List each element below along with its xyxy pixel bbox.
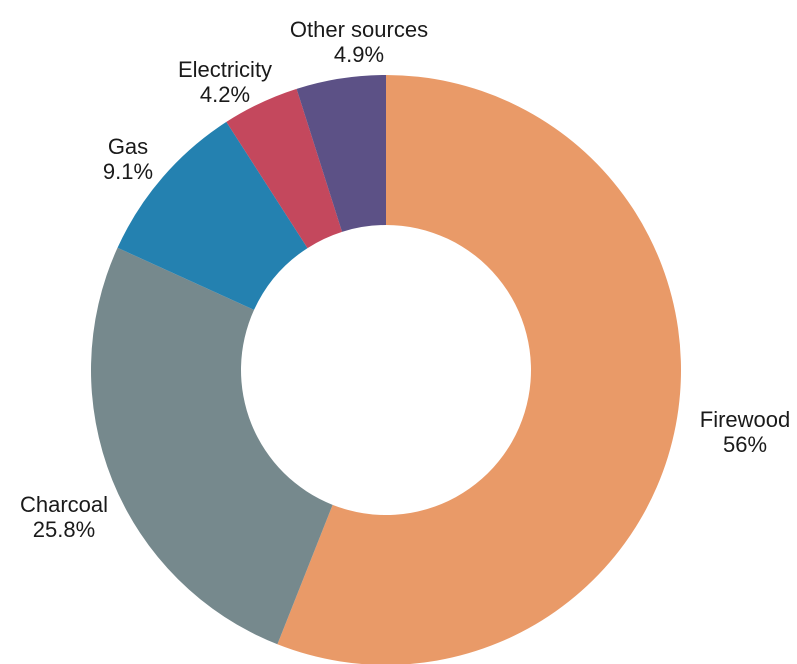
slice-label-value: 4.9% [333, 42, 385, 67]
slice-label-name: Gas [107, 134, 149, 159]
donut-slice-firewood [277, 75, 681, 664]
donut-slice-charcoal [90, 247, 333, 645]
slice-label-electricity: Electricity 4.2% [160, 57, 290, 107]
slice-label-value: 9.1% [102, 159, 154, 184]
slice-label-firewood: Firewood 56% [682, 407, 797, 457]
donut-slice-other-sources [296, 75, 386, 232]
slice-label-value: 4.2% [199, 82, 251, 107]
slice-label-gas: Gas 9.1% [88, 134, 168, 184]
slice-label-name: Electricity [177, 57, 273, 82]
donut-slice-gas [117, 121, 308, 310]
slice-label-name: Charcoal [19, 492, 109, 517]
slice-label-charcoal: Charcoal 25.8% [0, 492, 128, 542]
slice-label-value: 56% [722, 432, 768, 457]
slice-label-other-sources: Other sources 4.9% [266, 17, 452, 67]
slice-label-value: 25.8% [32, 517, 96, 542]
slice-label-name: Other sources [289, 17, 429, 42]
donut-slice-electricity [226, 88, 343, 249]
slice-label-name: Firewood [699, 407, 791, 432]
donut-slices [90, 75, 681, 664]
